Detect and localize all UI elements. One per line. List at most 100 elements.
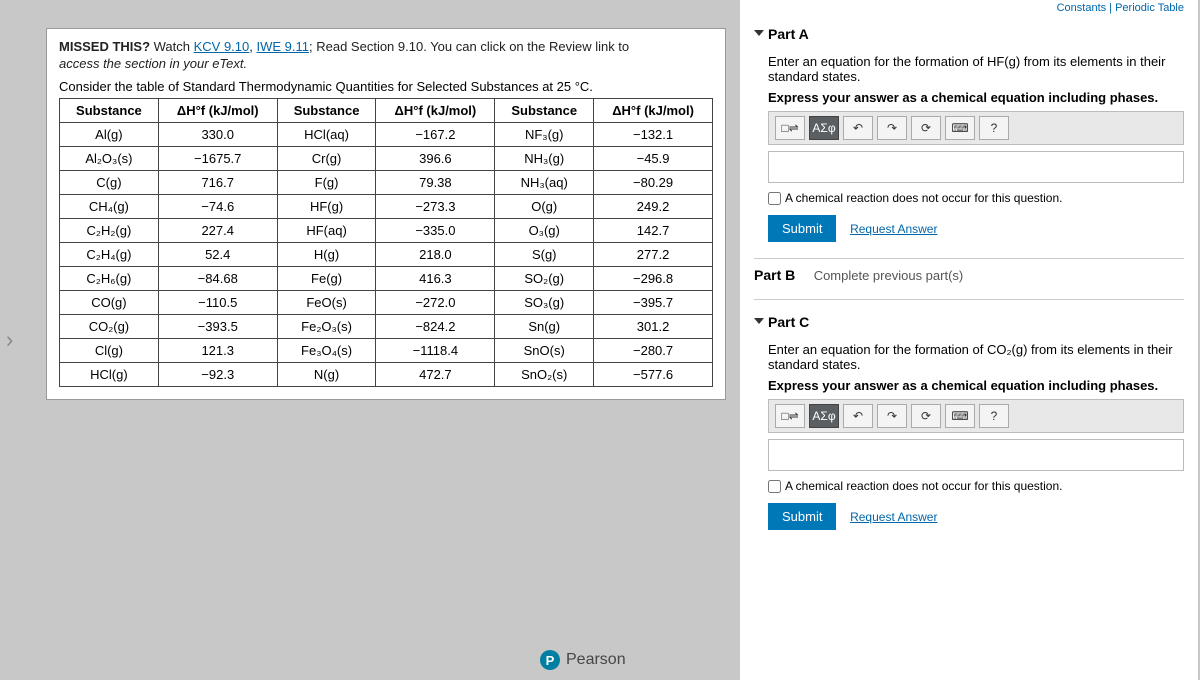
table-cell: 416.3 — [376, 267, 495, 291]
table-cell: F(g) — [277, 171, 376, 195]
submit-button-c[interactable]: Submit — [768, 503, 836, 530]
greek-btn[interactable]: ΑΣφ — [809, 116, 839, 140]
answer-input-a[interactable] — [768, 151, 1184, 183]
table-cell: −84.68 — [158, 267, 277, 291]
reset-btn[interactable]: ⟳ — [911, 116, 941, 140]
thermo-table: SubstanceΔH°f (kJ/mol)SubstanceΔH°f (kJ/… — [59, 98, 713, 387]
table-row: Cl(g)121.3Fe₃O₄(s)−1118.4SnO(s)−280.7 — [60, 339, 713, 363]
table-cell: −280.7 — [594, 339, 713, 363]
table-row: C₂H₄(g)52.4H(g)218.0S(g)277.2 — [60, 243, 713, 267]
table-cell: Fe₃O₄(s) — [277, 339, 376, 363]
table-header: ΔH°f (kJ/mol) — [594, 99, 713, 123]
request-answer-c[interactable]: Request Answer — [850, 510, 937, 524]
table-cell: −335.0 — [376, 219, 495, 243]
table-cell: 330.0 — [158, 123, 277, 147]
table-cell: −1118.4 — [376, 339, 495, 363]
table-row: C(g)716.7F(g)79.38NH₃(aq)−80.29 — [60, 171, 713, 195]
table-cell: −824.2 — [376, 315, 495, 339]
prev-chevron[interactable]: › — [6, 327, 13, 353]
no-reaction-checkbox-c[interactable] — [768, 480, 781, 493]
redo-btn-c[interactable]: ↷ — [877, 404, 907, 428]
table-row: CH₄(g)−74.6HF(g)−273.3O(g)249.2 — [60, 195, 713, 219]
reset-btn-c[interactable]: ⟳ — [911, 404, 941, 428]
table-header: Substance — [495, 99, 594, 123]
undo-btn[interactable]: ↶ — [843, 116, 873, 140]
caret-icon-c — [754, 318, 764, 324]
table-cell: H(g) — [277, 243, 376, 267]
table-cell: HF(g) — [277, 195, 376, 219]
table-row: C₂H₆(g)−84.68Fe(g)416.3SO₂(g)−296.8 — [60, 267, 713, 291]
table-cell: 218.0 — [376, 243, 495, 267]
table-cell: 79.38 — [376, 171, 495, 195]
table-cell: −296.8 — [594, 267, 713, 291]
no-reaction-row-c[interactable]: A chemical reaction does not occur for t… — [768, 479, 1184, 493]
table-cell: C(g) — [60, 171, 159, 195]
no-reaction-row-a[interactable]: A chemical reaction does not occur for t… — [768, 191, 1184, 205]
answer-input-c[interactable] — [768, 439, 1184, 471]
table-cell: Al(g) — [60, 123, 159, 147]
table-cell: 142.7 — [594, 219, 713, 243]
table-row: HCl(g)−92.3N(g)472.7SnO₂(s)−577.6 — [60, 363, 713, 387]
request-answer-a[interactable]: Request Answer — [850, 222, 937, 236]
caret-icon — [754, 30, 764, 36]
table-cell: HCl(g) — [60, 363, 159, 387]
equation-toolbar-c: □⇌ ΑΣφ ↶ ↷ ⟳ ⌨ ? — [768, 399, 1184, 433]
part-a-prompt1: Enter an equation for the formation of H… — [768, 54, 1184, 84]
keyboard-btn-c[interactable]: ⌨ — [945, 404, 975, 428]
table-cell: −80.29 — [594, 171, 713, 195]
table-row: Al₂O₃(s)−1675.7Cr(g)396.6NH₃(g)−45.9 — [60, 147, 713, 171]
keyboard-btn[interactable]: ⌨ — [945, 116, 975, 140]
table-cell: CO(g) — [60, 291, 159, 315]
table-cell: C₂H₆(g) — [60, 267, 159, 291]
template-btn[interactable]: □⇌ — [775, 116, 805, 140]
part-c-header[interactable]: Part C — [754, 304, 1184, 336]
table-row: CO(g)−110.5FeO(s)−272.0SO₃(g)−395.7 — [60, 291, 713, 315]
table-cell: SnO(s) — [495, 339, 594, 363]
table-row: Al(g)330.0HCl(aq)−167.2NF₃(g)−132.1 — [60, 123, 713, 147]
part-c-prompt2: Express your answer as a chemical equati… — [768, 378, 1184, 393]
table-row: CO₂(g)−393.5Fe₂O₃(s)−824.2Sn(g)301.2 — [60, 315, 713, 339]
part-c-title: Part C — [768, 314, 809, 330]
iwe-link[interactable]: IWE 9.11 — [257, 39, 310, 54]
answer-panel: Constants | Periodic Table Part A Enter … — [740, 0, 1198, 680]
equation-toolbar-a: □⇌ ΑΣφ ↶ ↷ ⟳ ⌨ ? — [768, 111, 1184, 145]
help-btn[interactable]: ? — [979, 116, 1009, 140]
table-cell: HF(aq) — [277, 219, 376, 243]
part-b-row: Part B Complete previous part(s) — [754, 263, 1184, 289]
table-cell: Fe₂O₃(s) — [277, 315, 376, 339]
table-cell: NH₃(g) — [495, 147, 594, 171]
help-btn-c[interactable]: ? — [979, 404, 1009, 428]
table-cell: 227.4 — [158, 219, 277, 243]
table-cell: NH₃(aq) — [495, 171, 594, 195]
table-cell: −393.5 — [158, 315, 277, 339]
table-cell: −167.2 — [376, 123, 495, 147]
top-links[interactable]: Constants | Periodic Table — [754, 0, 1184, 16]
part-a-header[interactable]: Part A — [754, 16, 1184, 48]
table-cell: HCl(aq) — [277, 123, 376, 147]
table-cell: O(g) — [495, 195, 594, 219]
table-cell: −74.6 — [158, 195, 277, 219]
table-header: Substance — [277, 99, 376, 123]
table-cell: 52.4 — [158, 243, 277, 267]
greek-btn-c[interactable]: ΑΣφ — [809, 404, 839, 428]
submit-button-a[interactable]: Submit — [768, 215, 836, 242]
table-cell: −273.3 — [376, 195, 495, 219]
consider-text: Consider the table of Standard Thermodyn… — [59, 79, 713, 94]
table-cell: Cr(g) — [277, 147, 376, 171]
undo-btn-c[interactable]: ↶ — [843, 404, 873, 428]
table-cell: SnO₂(s) — [495, 363, 594, 387]
table-header: Substance — [60, 99, 159, 123]
redo-btn[interactable]: ↷ — [877, 116, 907, 140]
no-reaction-label-c: A chemical reaction does not occur for t… — [785, 479, 1062, 493]
table-cell: 396.6 — [376, 147, 495, 171]
table-cell: −110.5 — [158, 291, 277, 315]
kcv-link[interactable]: KCV 9.10 — [194, 39, 250, 54]
table-cell: O₃(g) — [495, 219, 594, 243]
table-cell: −45.9 — [594, 147, 713, 171]
template-btn-c[interactable]: □⇌ — [775, 404, 805, 428]
no-reaction-checkbox-a[interactable] — [768, 192, 781, 205]
table-cell: NF₃(g) — [495, 123, 594, 147]
table-cell: SO₂(g) — [495, 267, 594, 291]
table-cell: −1675.7 — [158, 147, 277, 171]
part-b-title: Part B — [754, 267, 795, 283]
